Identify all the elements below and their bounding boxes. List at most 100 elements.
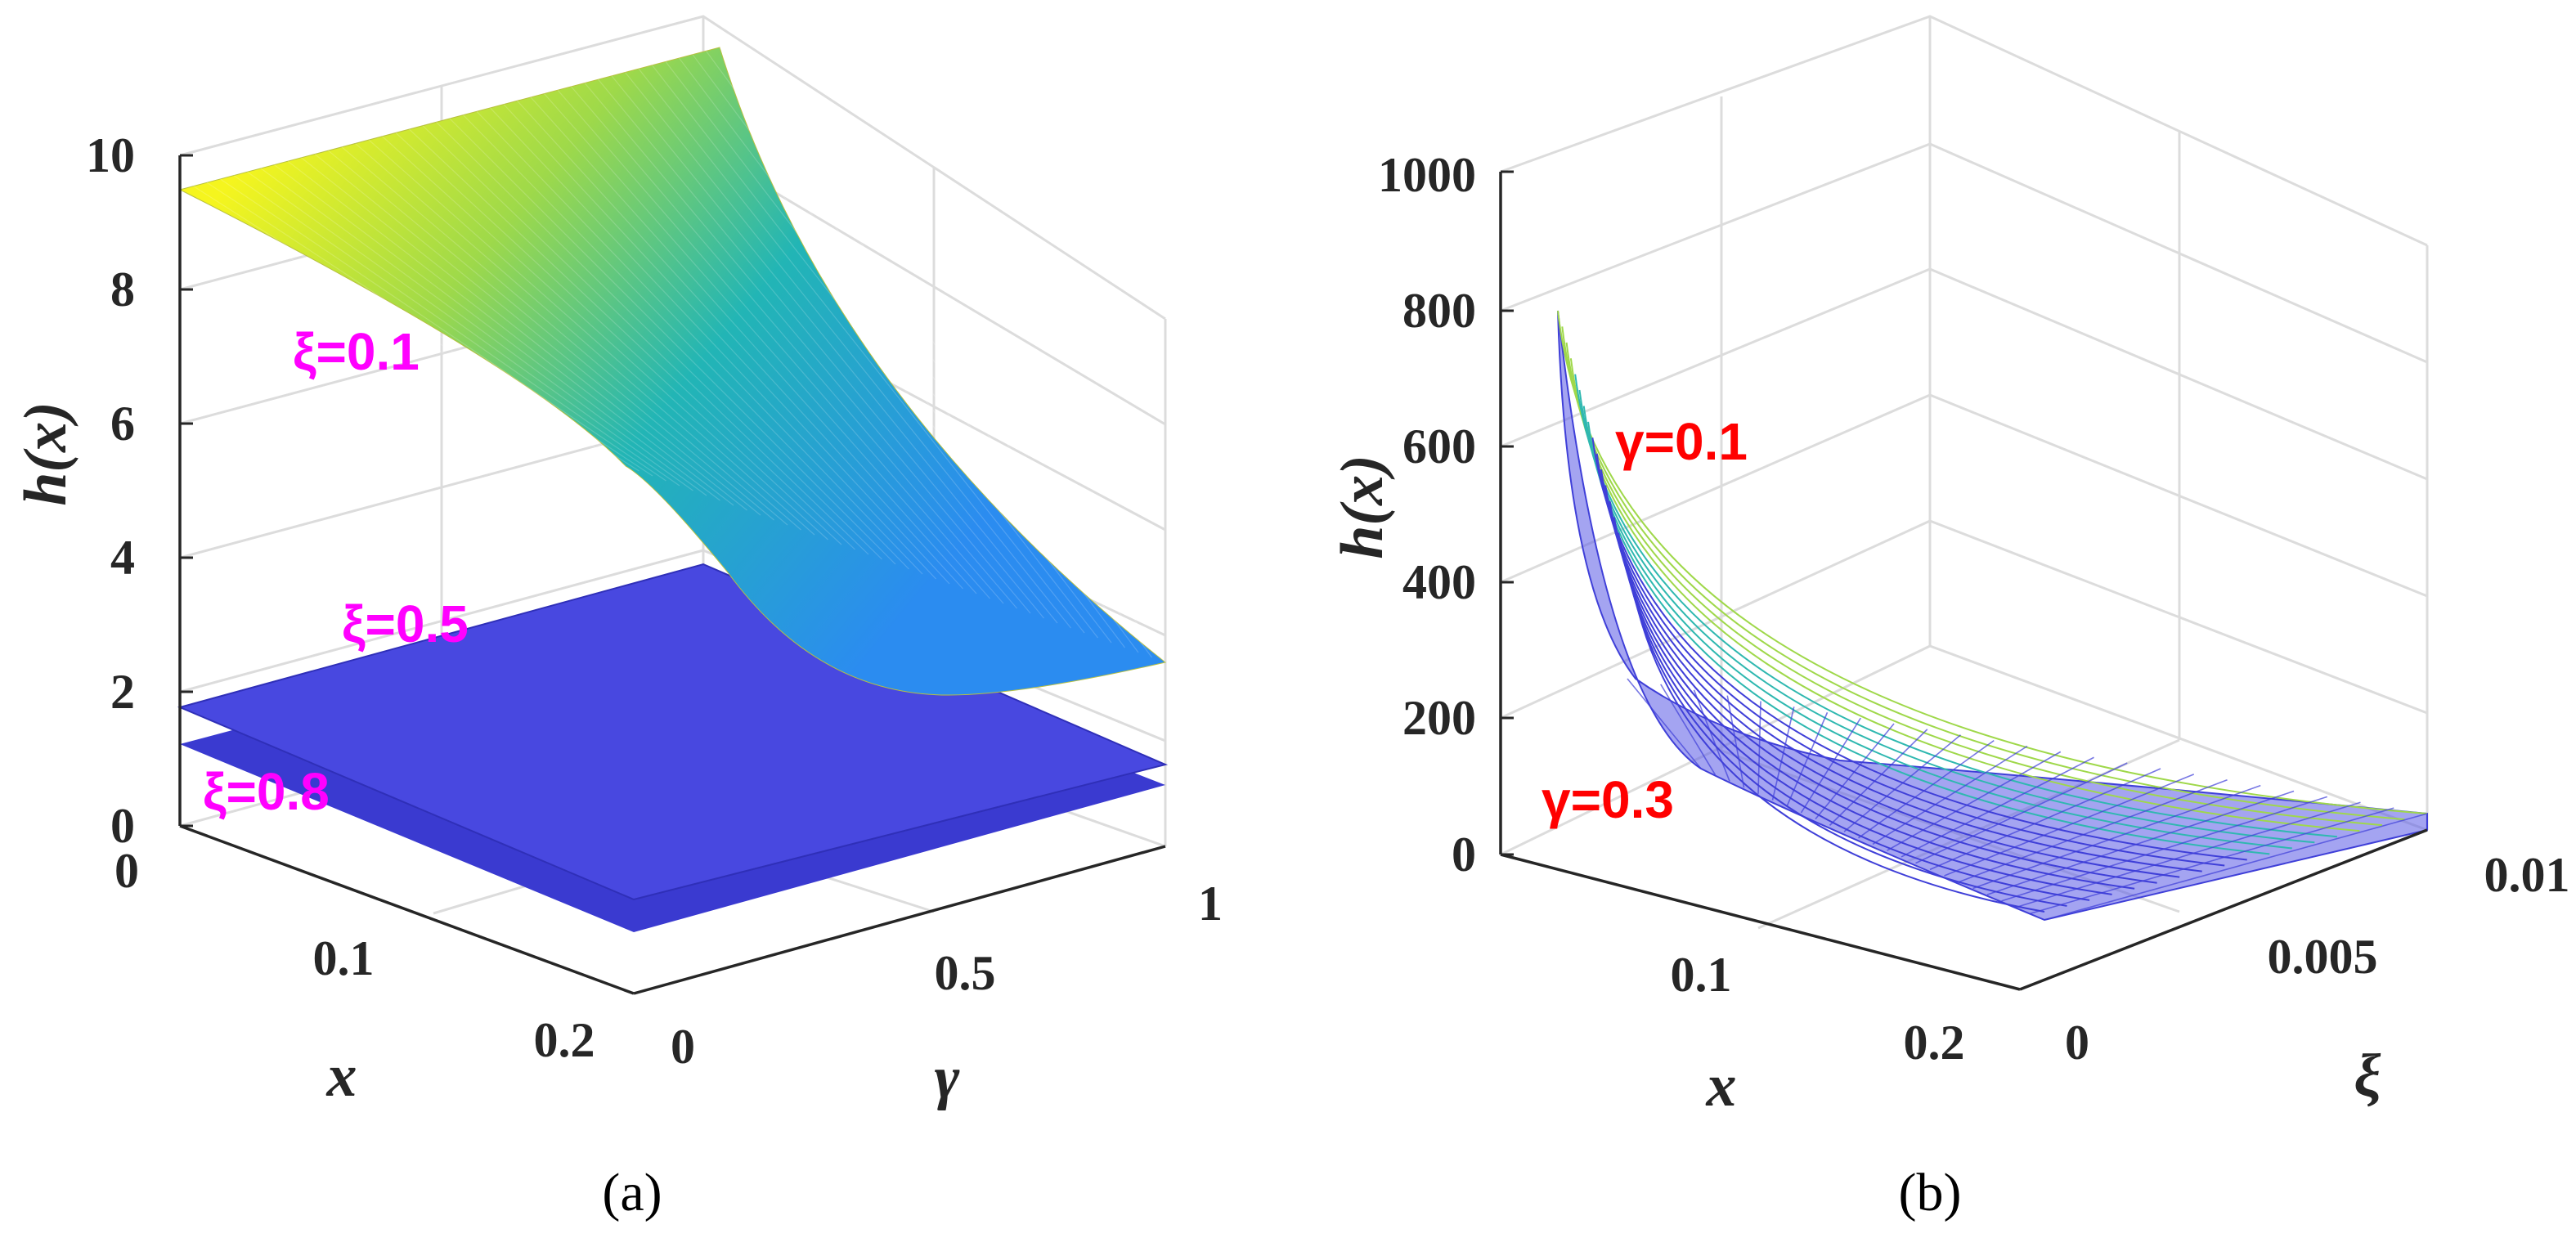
mesh-line: [571, 86, 1017, 609]
tick-label: 10: [86, 128, 135, 182]
panel-b-z-ticks: 0 200 400 600 800 1000: [1378, 148, 1476, 881]
mesh-line: [665, 61, 1112, 644]
tick-label: 0: [2065, 1016, 2089, 1070]
mesh-line: [314, 154, 761, 516]
tick-label: 2: [110, 665, 135, 719]
panel-a-surfaces: [177, 47, 1169, 932]
mesh-line: [1815, 723, 1895, 820]
mesh-line: [220, 178, 666, 482]
mesh-line: [625, 72, 1071, 629]
mesh-line: [179, 189, 626, 467]
mesh-line: [2030, 807, 2394, 915]
mesh-line: [692, 54, 1139, 653]
mesh-line: [247, 171, 693, 491]
mesh-line: [1786, 711, 1829, 807]
tick-label: 0: [114, 844, 139, 898]
mesh-line: [1986, 790, 2295, 895]
mesh-line: [301, 157, 747, 511]
mesh-line: [341, 146, 788, 526]
mesh-line: [1901, 756, 2094, 858]
panel-b-mesh: [1557, 310, 2428, 922]
mesh-line: [611, 75, 1058, 624]
mesh-line: [328, 150, 774, 521]
mesh-line: [449, 118, 896, 565]
mesh-line: [517, 100, 963, 590]
tick-label: 1000: [1378, 148, 1476, 202]
surface-xi-0.1: [178, 47, 1167, 696]
tick-label: 0.2: [1904, 1016, 1965, 1070]
mesh-line: [1660, 684, 1717, 776]
mesh-line: [706, 50, 1152, 658]
tick-label: 1: [1198, 877, 1223, 931]
mesh-line: [1771, 706, 1795, 801]
mesh-line: [2044, 813, 2428, 921]
x-axis-label: x: [326, 1043, 357, 1110]
mesh-line: [503, 104, 950, 585]
mesh-line: [530, 96, 977, 594]
surface-xi-0.5: [177, 563, 1169, 901]
mesh-line: [1800, 717, 1861, 814]
tick-label: 0.01: [2484, 848, 2570, 902]
mesh-line: [409, 128, 855, 550]
mesh-line: [206, 182, 653, 477]
mesh-line: [1726, 695, 1745, 788]
mesh-line: [260, 168, 707, 496]
z-axis-label: h(x): [1329, 455, 1396, 558]
mesh-line: [2001, 796, 2327, 902]
mesh-line: [1693, 689, 1730, 782]
tick-label: 0.2: [534, 1013, 595, 1067]
panel-a-axes: [178, 154, 1166, 995]
mesh-line: [1958, 779, 2228, 883]
mesh-line: [1757, 701, 1761, 794]
panel-b-x-ticks: 0.1 0.2: [1671, 948, 1965, 1070]
mesh-line: [2015, 801, 2361, 908]
mesh-line: [382, 136, 828, 541]
tick-label: 0.1: [313, 931, 375, 985]
mesh-rib: [1626, 564, 2067, 907]
mesh-line: [1944, 774, 2195, 877]
caption-a: (a): [602, 1163, 662, 1222]
mesh-rib: [1618, 532, 2112, 895]
tick-label: 0.1: [1671, 948, 1732, 1002]
mesh-line: [598, 78, 1044, 619]
mesh-line: [1915, 762, 2128, 864]
mesh-line: [679, 57, 1125, 648]
tick-label: 0.005: [2268, 930, 2378, 984]
mesh-line: [1627, 678, 1702, 769]
mesh-line: [1887, 751, 2062, 851]
mesh-line: [1858, 739, 1995, 839]
mesh-line: [638, 68, 1085, 634]
caption-b: (b): [1899, 1163, 1962, 1222]
mesh-line: [287, 160, 734, 506]
tick-label: 6: [110, 397, 135, 451]
tick-label: 0: [1452, 828, 1476, 881]
mesh-line: [1972, 784, 2261, 890]
tick-label: 200: [1402, 691, 1476, 745]
tick-label: 4: [110, 531, 135, 585]
mesh-line: [463, 114, 909, 570]
y-axis-label: ξ: [2354, 1043, 2381, 1110]
mesh-line: [652, 65, 1098, 639]
tick-label: 600: [1402, 419, 1476, 473]
mesh-line: [719, 47, 1166, 663]
panel-a-z-ticks: 0 2 4 6 8 10: [86, 128, 135, 853]
surface-xi-0.1-mesh: [179, 47, 1166, 663]
mesh-surface: [1557, 310, 2428, 922]
mesh-line: [1929, 768, 2161, 871]
mesh-line: [436, 121, 882, 560]
annotation-xi-0.8: ξ=0.8: [203, 762, 330, 821]
mesh-line: [544, 93, 990, 599]
tick-label: 0: [110, 799, 135, 853]
mesh-line: [274, 164, 720, 501]
mesh-rib: [1622, 549, 2090, 901]
mesh-line: [233, 175, 680, 487]
mesh-line: [476, 110, 923, 575]
mesh-rib: [1631, 580, 2045, 913]
annotation-xi-0.1: ξ=0.1: [293, 322, 420, 381]
panel-a: 0 2 4 6 8 10 0 0.1 0.2 0 0.5 1 h(x) x γ …: [12, 15, 1223, 1222]
mesh-line: [1872, 745, 2028, 846]
mesh-line: [422, 125, 869, 555]
panel-a-y-ticks: 0 0.5 1: [671, 877, 1223, 1074]
mesh-line: [395, 132, 842, 545]
tick-label: 0.5: [935, 946, 996, 1000]
